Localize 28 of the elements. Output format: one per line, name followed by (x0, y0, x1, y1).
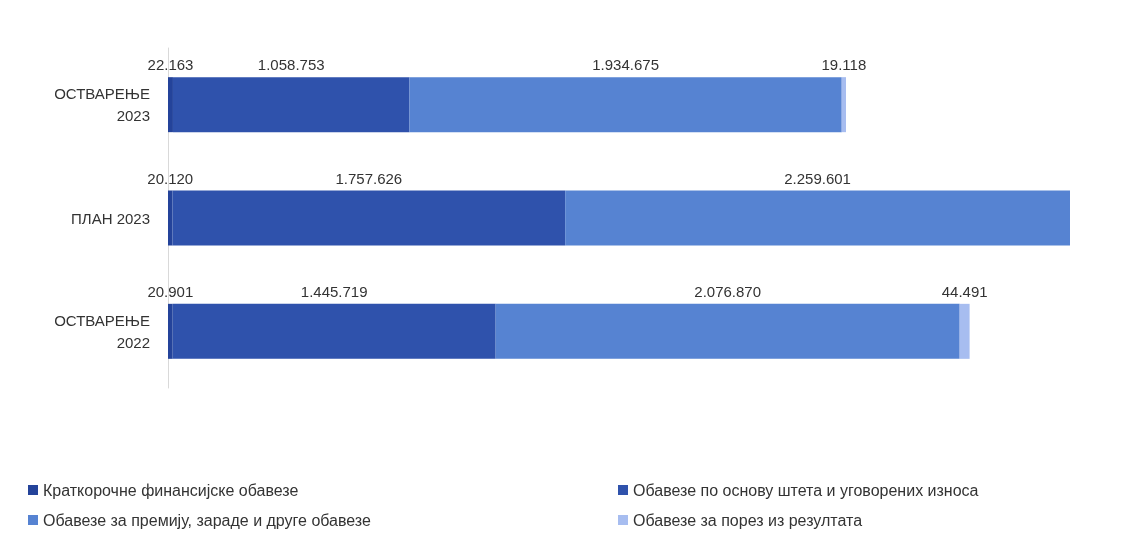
bar (565, 190, 1070, 246)
bar (172, 77, 410, 133)
data-label: 22.163 (147, 56, 194, 74)
data-label: 1.934.675 (592, 56, 659, 74)
data-label: 1.445.719 (300, 282, 368, 300)
legend-label: Обавезе за премију, зараде и друге обавезе (43, 511, 372, 529)
legend-label: Обавезе по основу штета и уговорених износа (633, 481, 979, 499)
data-label: 19.118 (821, 56, 867, 74)
bar (172, 190, 566, 246)
data-label: 1.058.753 (257, 56, 325, 74)
y-tick-label: ПЛАН 2023 (71, 209, 150, 227)
bar (495, 303, 960, 359)
bar (409, 77, 842, 133)
data-label: 20.120 (147, 169, 194, 187)
bar (959, 303, 970, 359)
data-label: 1.757.626 (335, 169, 403, 187)
bar (168, 77, 173, 133)
bar (172, 303, 496, 359)
data-label: 20.901 (147, 282, 194, 300)
legend-label: Обавезе за порез из резултата (633, 511, 863, 529)
legend-label: Краткорочне финансијске обавезе (43, 481, 299, 499)
bar (841, 77, 846, 133)
y-tick-label: ОСТВАРЕЊЕ 2022 (54, 311, 150, 351)
bar (168, 303, 173, 359)
y-tick-label: ОСТВАРЕЊЕ 2023 (54, 85, 150, 125)
data-label: 2.076.870 (694, 282, 762, 300)
data-label: 2.259.601 (784, 169, 851, 187)
data-label: 44.491 (941, 282, 988, 300)
